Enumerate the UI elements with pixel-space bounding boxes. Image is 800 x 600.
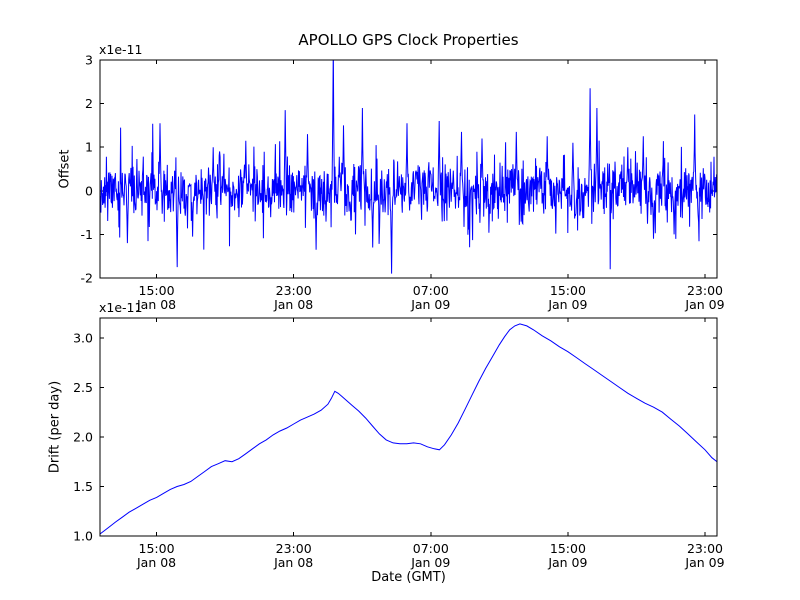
drift-scale-label: x1e-11 xyxy=(99,300,143,315)
x-axis-label: Date (GMT) xyxy=(371,570,446,585)
drift-ticks xyxy=(100,318,717,537)
x-tick-date-label: Jan 09 xyxy=(547,555,587,570)
x-tick-date-label: Jan 09 xyxy=(547,297,587,312)
x-tick-time-label: 07:00 xyxy=(413,283,449,298)
offset-y-axis-label: Offset xyxy=(57,149,73,189)
x-tick-date-label: Jan 09 xyxy=(684,555,724,570)
x-tick-date-label: Jan 09 xyxy=(410,555,450,570)
x-tick-time-label: 15:00 xyxy=(550,283,586,298)
drift-plot-frame xyxy=(99,317,718,537)
y-tick-label: 2.5 xyxy=(73,380,93,395)
y-tick-label: 1.0 xyxy=(73,529,93,544)
y-tick-label: 0 xyxy=(85,183,93,198)
x-tick-time-label: 23:00 xyxy=(276,541,312,556)
x-tick-time-label: 15:00 xyxy=(139,541,175,556)
chart-title: APOLLO GPS Clock Properties xyxy=(298,31,519,49)
x-tick-date-label: Jan 08 xyxy=(136,297,176,312)
offset-scale-label: x1e-11 xyxy=(99,42,143,57)
offset-plot-frame xyxy=(99,59,718,279)
y-tick-label: 3.0 xyxy=(73,330,93,345)
x-tick-time-label: 07:00 xyxy=(413,541,449,556)
x-tick-time-label: 15:00 xyxy=(139,283,175,298)
drift-series-line xyxy=(100,323,717,535)
x-tick-date-label: Jan 09 xyxy=(684,297,724,312)
y-tick-label: 1 xyxy=(85,140,93,155)
x-tick-time-label: 23:00 xyxy=(276,283,312,298)
y-tick-label: -1 xyxy=(81,227,93,242)
y-tick-label: 1.5 xyxy=(73,479,93,494)
x-tick-date-label: Jan 08 xyxy=(136,555,176,570)
x-tick-time-label: 23:00 xyxy=(687,541,723,556)
x-tick-date-label: Jan 08 xyxy=(273,297,313,312)
y-tick-label: -2 xyxy=(81,271,93,286)
x-tick-date-label: Jan 09 xyxy=(410,297,450,312)
offset-series-line xyxy=(100,60,717,274)
y-tick-label: 2 xyxy=(85,96,93,111)
x-tick-time-label: 15:00 xyxy=(550,541,586,556)
x-tick-date-label: Jan 08 xyxy=(273,555,313,570)
x-tick-time-label: 23:00 xyxy=(687,283,723,298)
drift-y-axis-label: Drift (per day) xyxy=(47,380,63,474)
y-tick-label: 2.0 xyxy=(73,429,93,444)
y-tick-label: 3 xyxy=(85,53,93,68)
